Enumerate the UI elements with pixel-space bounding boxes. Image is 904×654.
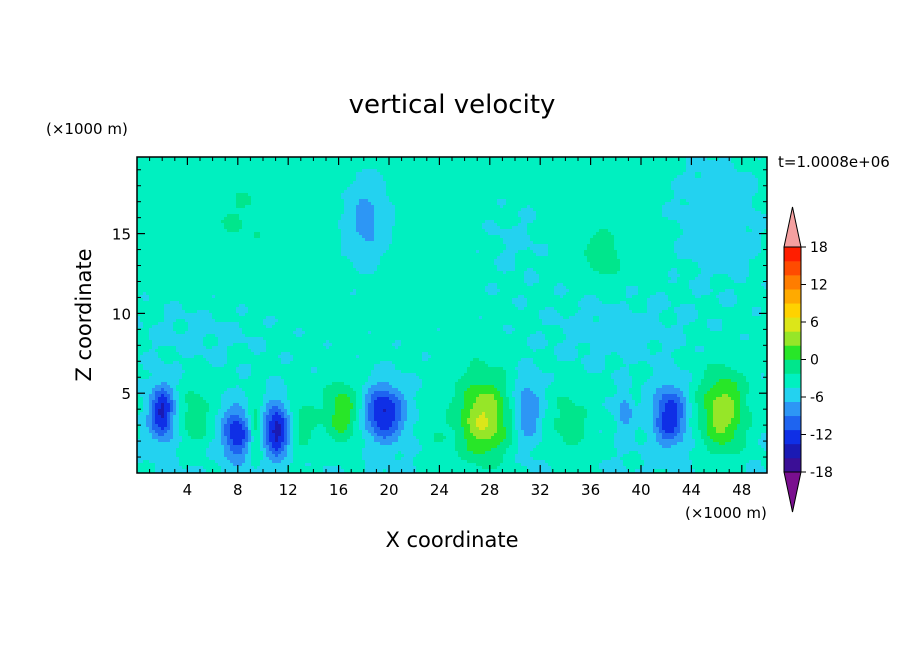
colorbar-segment	[784, 415, 801, 431]
colorbar-segment	[784, 373, 801, 388]
colorbar-label: -6	[810, 390, 824, 406]
x-tick-label: 48	[732, 481, 751, 499]
colorbar-segment	[784, 275, 801, 290]
colorbar-label: 12	[810, 278, 828, 294]
x-tick-label: 36	[581, 481, 600, 499]
y-tick-label: 5	[121, 385, 131, 403]
colorbar-label: -12	[810, 428, 833, 444]
x-tick-label: 40	[631, 481, 650, 499]
y-axis-label: Z coordinate	[72, 248, 96, 381]
y-tick-label: 15	[112, 226, 131, 244]
colorbar-segment	[784, 317, 801, 332]
colorbar-segment	[784, 345, 801, 360]
y-axis: 5 10 15	[112, 169, 767, 458]
x-axis-label: X coordinate	[385, 528, 518, 552]
chart-title: vertical velocity	[349, 90, 556, 120]
colorbar-segment	[784, 401, 801, 417]
colorbar-label: 18	[810, 240, 828, 256]
x-tick-label: 32	[531, 481, 550, 499]
colorbar-segment	[784, 429, 801, 445]
x-tick-label: 24	[430, 481, 449, 499]
colorbar-segment	[784, 331, 801, 346]
colorbar-segment	[784, 303, 801, 318]
y-unit-label: (×1000 m)	[46, 120, 128, 138]
colorbar-segment	[784, 289, 801, 304]
x-tick-label: 20	[379, 481, 398, 499]
colorbar-segment	[784, 443, 801, 459]
contour-field	[137, 157, 767, 473]
x-tick-label: 12	[279, 481, 298, 499]
x-tick-label: 4	[183, 481, 193, 499]
colorbar-segment	[784, 359, 801, 374]
colorbar-segment	[784, 387, 801, 402]
x-tick-label: 8	[233, 481, 243, 499]
colorbar: 18 12 6 0 -6 -12 -18	[783, 206, 833, 513]
colorbar-label: 0	[810, 353, 819, 369]
x-tick-label: 44	[682, 481, 701, 499]
x-unit-label: (×1000 m)	[685, 504, 767, 522]
time-label: t=1.0008e+06	[778, 153, 890, 171]
x-axis: 4 8 12 16 20 24 28 32 36 40 44 48	[149, 157, 755, 499]
x-tick-label: 16	[329, 481, 348, 499]
colorbar-label: -18	[810, 465, 833, 481]
colorbar-segment	[784, 261, 801, 276]
x-tick-label: 28	[480, 481, 499, 499]
colorbar-segment	[784, 247, 801, 262]
colorbar-top-arrow	[783, 206, 802, 248]
colorbar-bottom-arrow	[783, 471, 802, 513]
y-tick-label: 10	[112, 305, 131, 323]
colorbar-label: 6	[810, 315, 819, 331]
colorbar-segment	[784, 457, 801, 473]
